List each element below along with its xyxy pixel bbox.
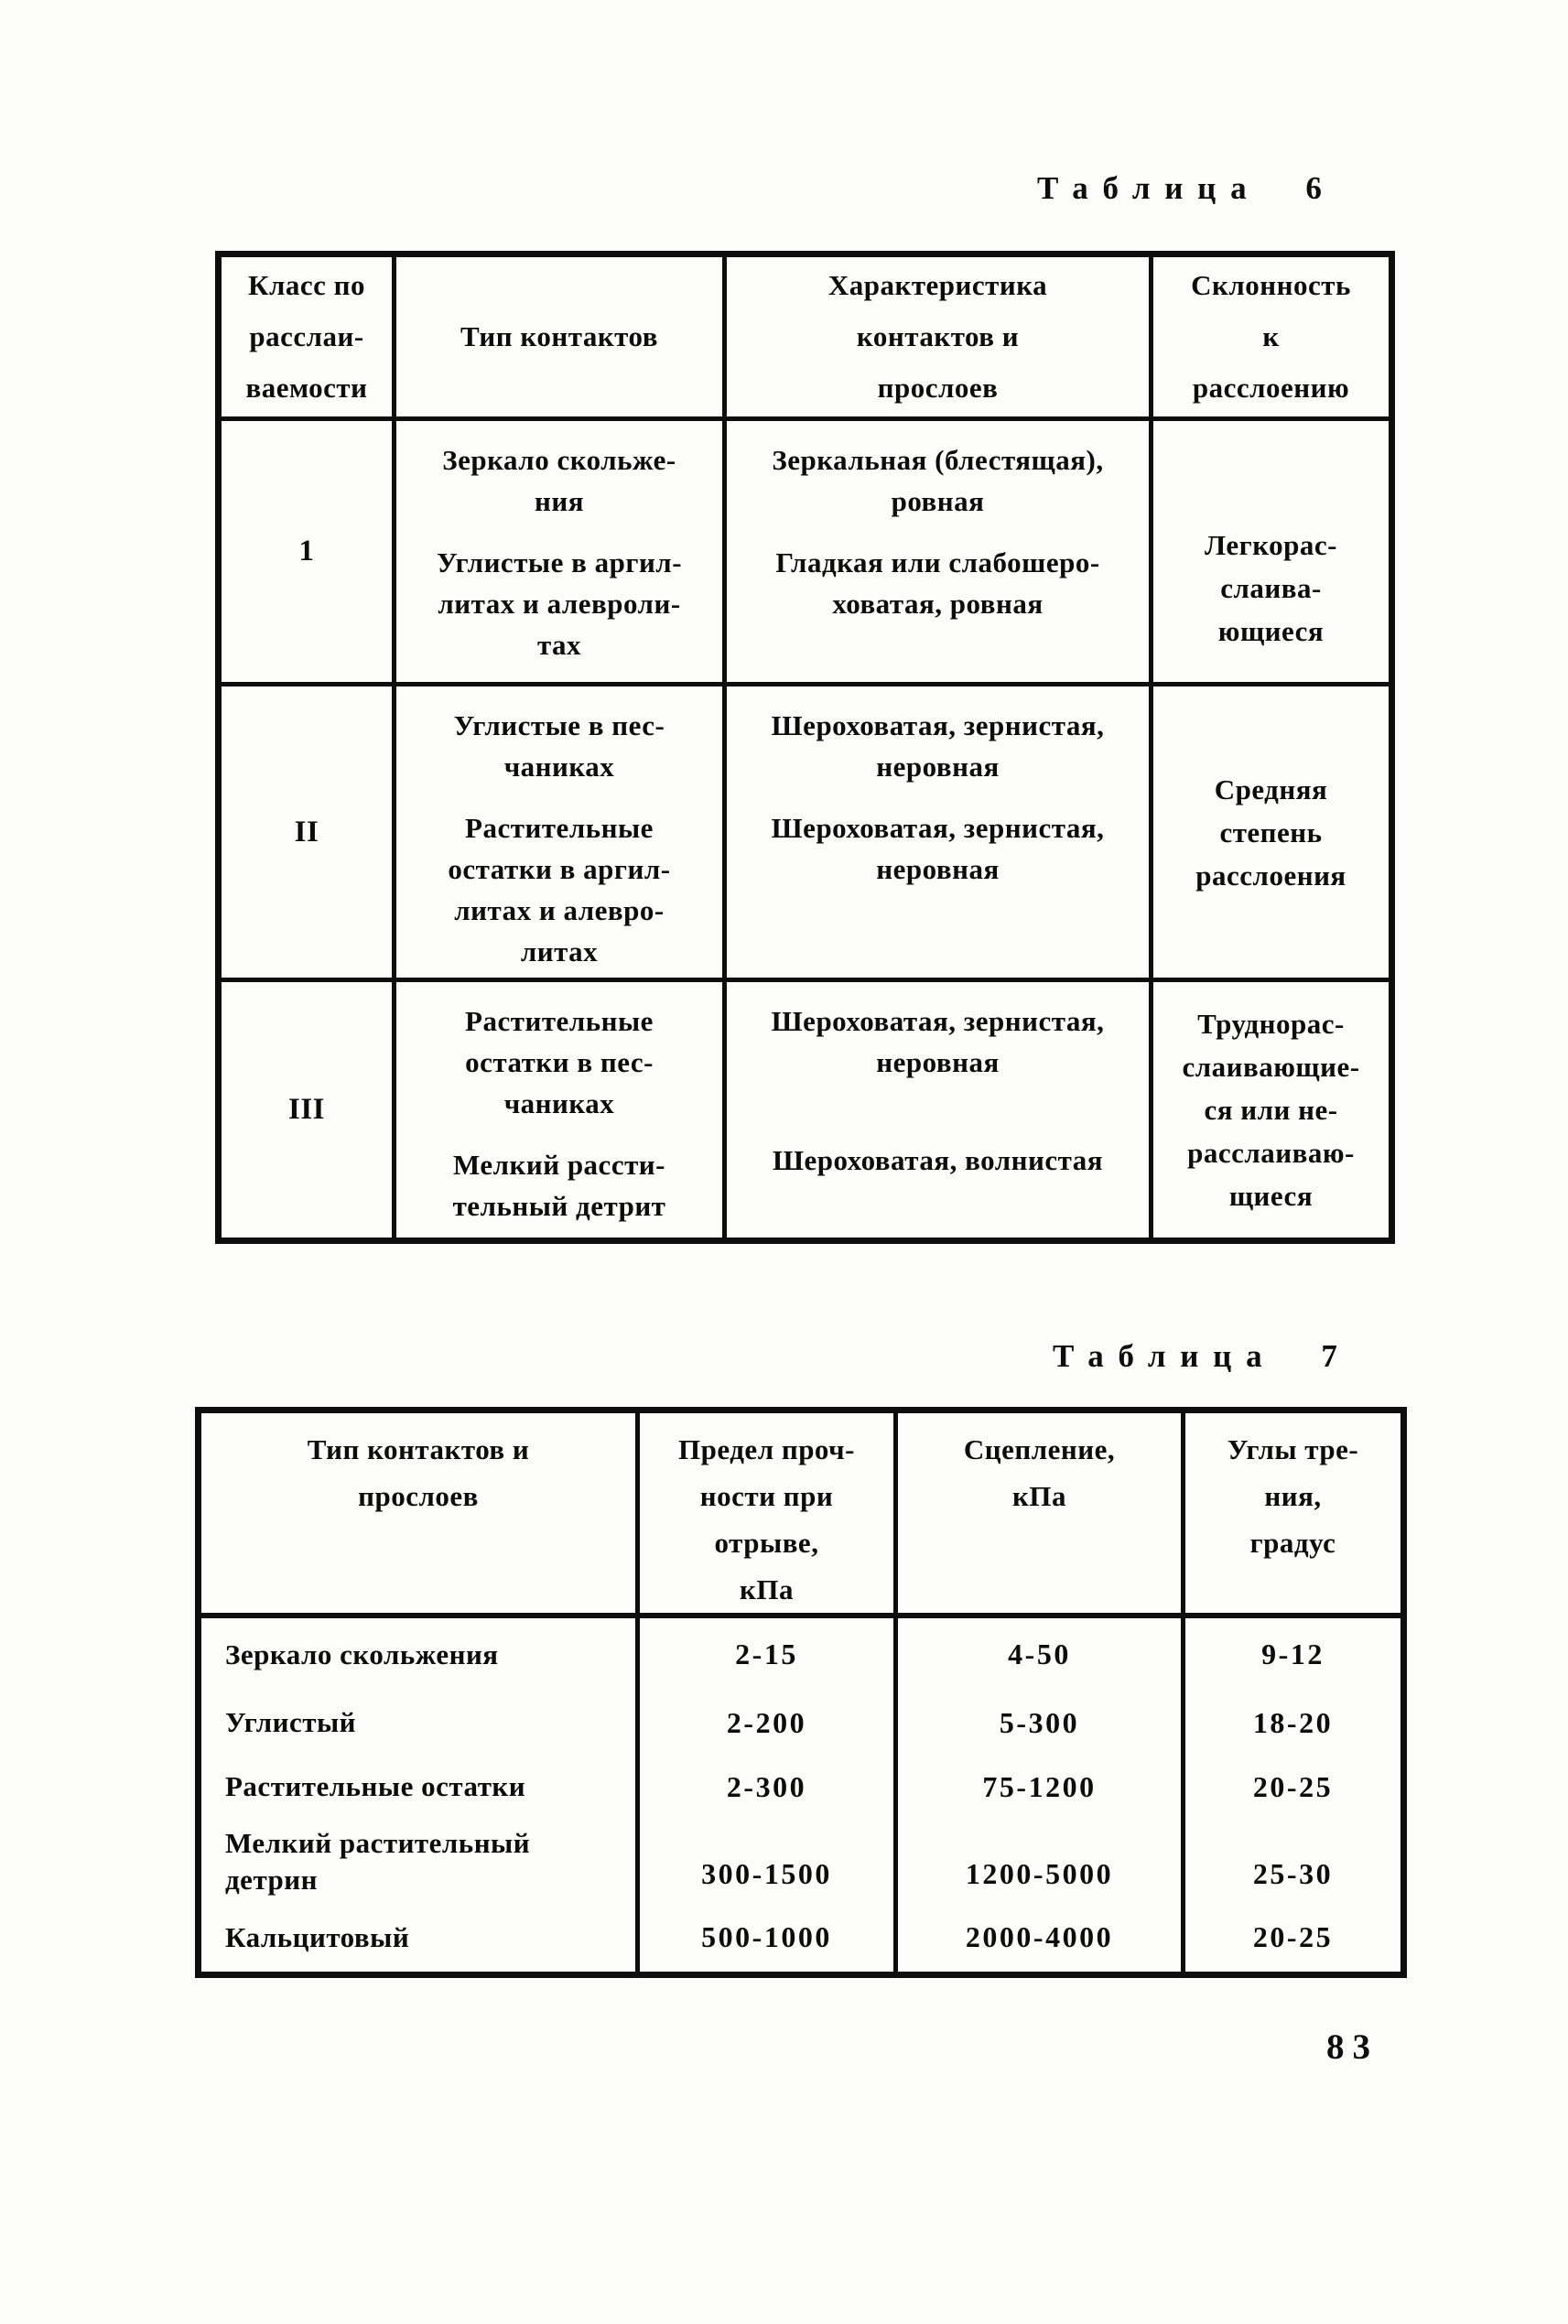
table7-header-cohesion: Сцепление, кПа bbox=[893, 1408, 1185, 1618]
table7-cohesion-cell: 4-50 bbox=[893, 1616, 1185, 1691]
table7-label-cell: Кальцитовый bbox=[196, 1904, 640, 1974]
table6-character-cell: Шероховатая, зернистая, неровная Шерохов… bbox=[722, 682, 1153, 982]
table6-tendency-cell: Легкорас- слаива- ющиеся bbox=[1149, 416, 1394, 686]
table7-header-angle: Углы тре- ния, градус bbox=[1181, 1408, 1406, 1618]
table7-row: Кальцитовый 500-1000 2000-4000 20-25 bbox=[196, 1904, 1406, 1974]
table7-row: Мелкий растительный детрин 300-1500 1200… bbox=[196, 1819, 1406, 1904]
table6-row-3: III Растительные остатки в пес- чаниках … bbox=[216, 978, 1394, 1243]
table6-row-1: 1 Зеркало скольже- ния Углистые в аргил-… bbox=[216, 416, 1394, 686]
table6-character-text: Шероховатая, волнистая bbox=[772, 1144, 1103, 1176]
table7-cohesion-cell: 5-300 bbox=[893, 1691, 1185, 1755]
table6-type-cell: Растительные остатки в пес- чаниках Мелк… bbox=[392, 978, 727, 1243]
table6-character-text: Зеркальная (блестящая), ровная bbox=[772, 444, 1104, 517]
table6-character-cell: Шероховатая, зернистая, неровная Шерохов… bbox=[722, 978, 1153, 1243]
table7-title: Таблица 7 bbox=[1053, 1338, 1352, 1374]
table6-row-2: II Углистые в пес- чаниках Растительные … bbox=[216, 682, 1394, 982]
table7-cohesion-cell: 2000-4000 bbox=[893, 1904, 1185, 1974]
page-number: 83 bbox=[1326, 2027, 1379, 2067]
table7-strength-cell: 2-300 bbox=[635, 1755, 898, 1819]
table7-label-cell: Мелкий растительный детрин bbox=[196, 1819, 640, 1904]
table6-class-cell: III bbox=[216, 978, 396, 1243]
table6-type-text: Зеркало скольже- ния bbox=[442, 444, 676, 517]
table7-strength-cell: 2-200 bbox=[635, 1691, 898, 1755]
table6-header-type: Тип контактов bbox=[392, 252, 727, 421]
table7-header-strength: Предел проч- ности при отрыве, кПа bbox=[635, 1408, 898, 1618]
table7-angle-cell: 25-30 bbox=[1181, 1819, 1406, 1904]
table7-label-cell: Растительные остатки bbox=[196, 1755, 640, 1819]
table6-type-cell: Углистые в пес- чаниках Растительные ост… bbox=[392, 682, 727, 982]
table6-type-text: Углистые в пес- чаниках bbox=[453, 709, 665, 783]
table6-character-text: Шероховатая, зернистая, неровная bbox=[771, 812, 1105, 885]
table7-angle-cell: 20-25 bbox=[1181, 1755, 1406, 1819]
table6-tendency-cell: Средняя степень расслоения bbox=[1149, 682, 1394, 982]
table6-header-row: Класс по расслаи- ваемости Тип контактов… bbox=[216, 252, 1394, 421]
table7-cohesion-cell: 1200-5000 bbox=[893, 1819, 1185, 1904]
table7-label-cell: Зеркало скольжения bbox=[196, 1616, 640, 1691]
table7-row: Зеркало скольжения 2-15 4-50 9-12 bbox=[196, 1616, 1406, 1691]
table6-character-text: Шероховатая, зернистая, неровная bbox=[771, 709, 1105, 783]
table6-class-cell: 1 bbox=[216, 416, 396, 686]
table6-delamination-classes: Класс по расслаи- ваемости Тип контактов… bbox=[215, 251, 1395, 1244]
table6-type-text: Мелкий рассти- тельный детрит bbox=[452, 1149, 666, 1222]
table6-tendency-cell: Труднорас- слаивающие- ся или не- рассла… bbox=[1149, 978, 1394, 1243]
table7-angle-cell: 20-25 bbox=[1181, 1904, 1406, 1974]
table6-type-text: Углистые в аргил- литах и алевроли- тах bbox=[436, 546, 683, 661]
table6-class-cell: II bbox=[216, 682, 396, 982]
table7-strength-cell: 300-1500 bbox=[635, 1819, 898, 1904]
table6-type-text: Растительные остатки в пес- чаниках bbox=[465, 1005, 654, 1119]
table6-character-text: Шероховатая, зернистая, неровная bbox=[771, 1005, 1105, 1078]
table6-header-character: Характеристика контактов и прослоев bbox=[722, 252, 1153, 421]
table7-row: Углистый 2-200 5-300 18-20 bbox=[196, 1691, 1406, 1755]
table6-title: Таблица 6 bbox=[1037, 170, 1336, 206]
table7-contact-strength: Тип контактов и прослоев Предел проч- но… bbox=[195, 1407, 1407, 1978]
table7-angle-cell: 9-12 bbox=[1181, 1616, 1406, 1691]
table7-angle-cell: 18-20 bbox=[1181, 1691, 1406, 1755]
table7-label-cell: Углистый bbox=[196, 1691, 640, 1755]
table6-character-cell: Зеркальная (блестящая), ровная Гладкая и… bbox=[722, 416, 1153, 686]
table6-character-text: Гладкая или слабошеро- ховатая, ровная bbox=[775, 546, 1100, 620]
table7-header-type: Тип контактов и прослоев bbox=[196, 1408, 640, 1618]
table6-header-class: Класс по расслаи- ваемости bbox=[216, 252, 396, 421]
table7-strength-cell: 2-15 bbox=[635, 1616, 898, 1691]
table7-header-row: Тип контактов и прослоев Предел проч- но… bbox=[196, 1408, 1406, 1618]
table7-cohesion-cell: 75-1200 bbox=[893, 1755, 1185, 1819]
table7-row: Растительные остатки 2-300 75-1200 20-25 bbox=[196, 1755, 1406, 1819]
table6-type-cell: Зеркало скольже- ния Углистые в аргил- л… bbox=[392, 416, 727, 686]
table6-header-tendency: Склонность к расслоению bbox=[1149, 252, 1394, 421]
table6-type-text: Растительные остатки в аргил- литах и ал… bbox=[448, 812, 671, 967]
table7-strength-cell: 500-1000 bbox=[635, 1904, 898, 1974]
